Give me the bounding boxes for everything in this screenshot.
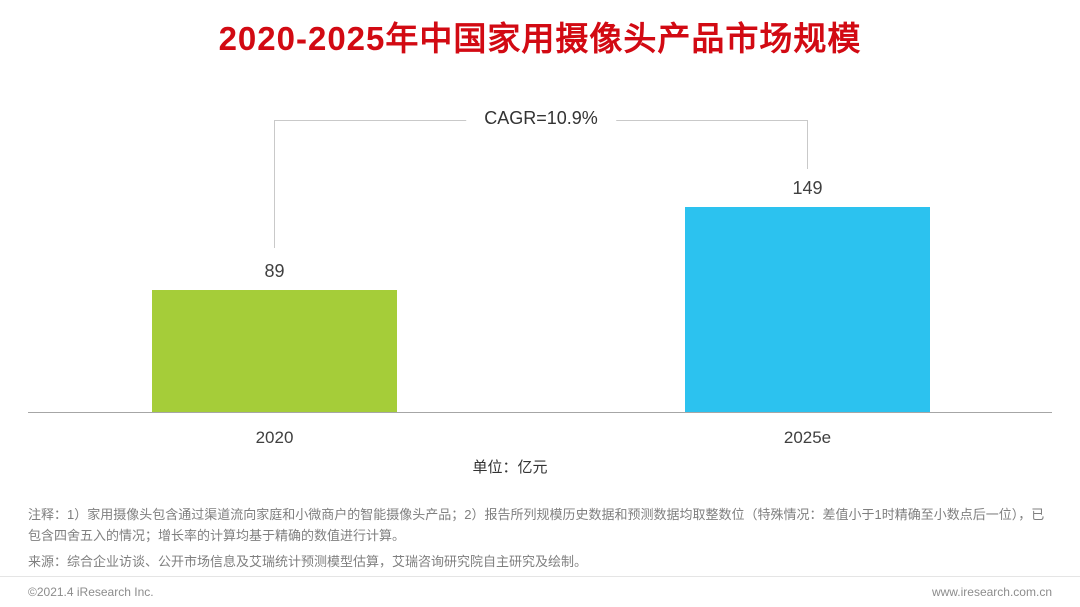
source-text: 来源：综合企业访谈、公开市场信息及艾瑞统计预测模型估算，艾瑞咨询研究院自主研究及… (28, 553, 588, 569)
bar-value-label-2025e: 149 (792, 178, 823, 199)
x-axis-line (28, 412, 1052, 413)
unit-label: 单位：亿元 (472, 459, 548, 476)
bracket-left-line (274, 121, 275, 248)
footer-bar: ©2021.4 iResearch Inc. www.iresearch.com… (0, 576, 1080, 607)
copyright-text: ©2021.4 iResearch Inc. (28, 585, 154, 599)
bracket-right-line (807, 121, 808, 169)
chart-title: 2020-2025年中国家用摄像头产品市场规模 (218, 20, 862, 57)
x-tick-label-2025e: 2025e (783, 428, 832, 447)
bar-value-label-2020: 89 (264, 261, 285, 282)
x-tick-label-2020: 2020 (255, 428, 294, 447)
annotation-text: 注释：1）家用摄像头包含通过渠道流向家庭和小微商户的智能摄像头产品；2）报告所列… (28, 507, 1045, 543)
bar-rect-2020 (152, 290, 397, 412)
website-text: www.iresearch.com.cn (931, 585, 1052, 599)
cagr-bracket: CAGR=10.9% (274, 108, 808, 248)
bar-column-2025e: 149 (685, 178, 930, 412)
bar-rect-2025e (685, 207, 930, 412)
footnotes-block: 注释：1）家用摄像头包含通过渠道流向家庭和小微商户的智能摄像头产品；2）报告所列… (28, 505, 1052, 572)
cagr-annotation: CAGR=10.9% (466, 108, 616, 129)
bar-column-2020: 89 (152, 261, 397, 412)
bar-chart: CAGR=10.9% 89 149 (0, 100, 1080, 413)
